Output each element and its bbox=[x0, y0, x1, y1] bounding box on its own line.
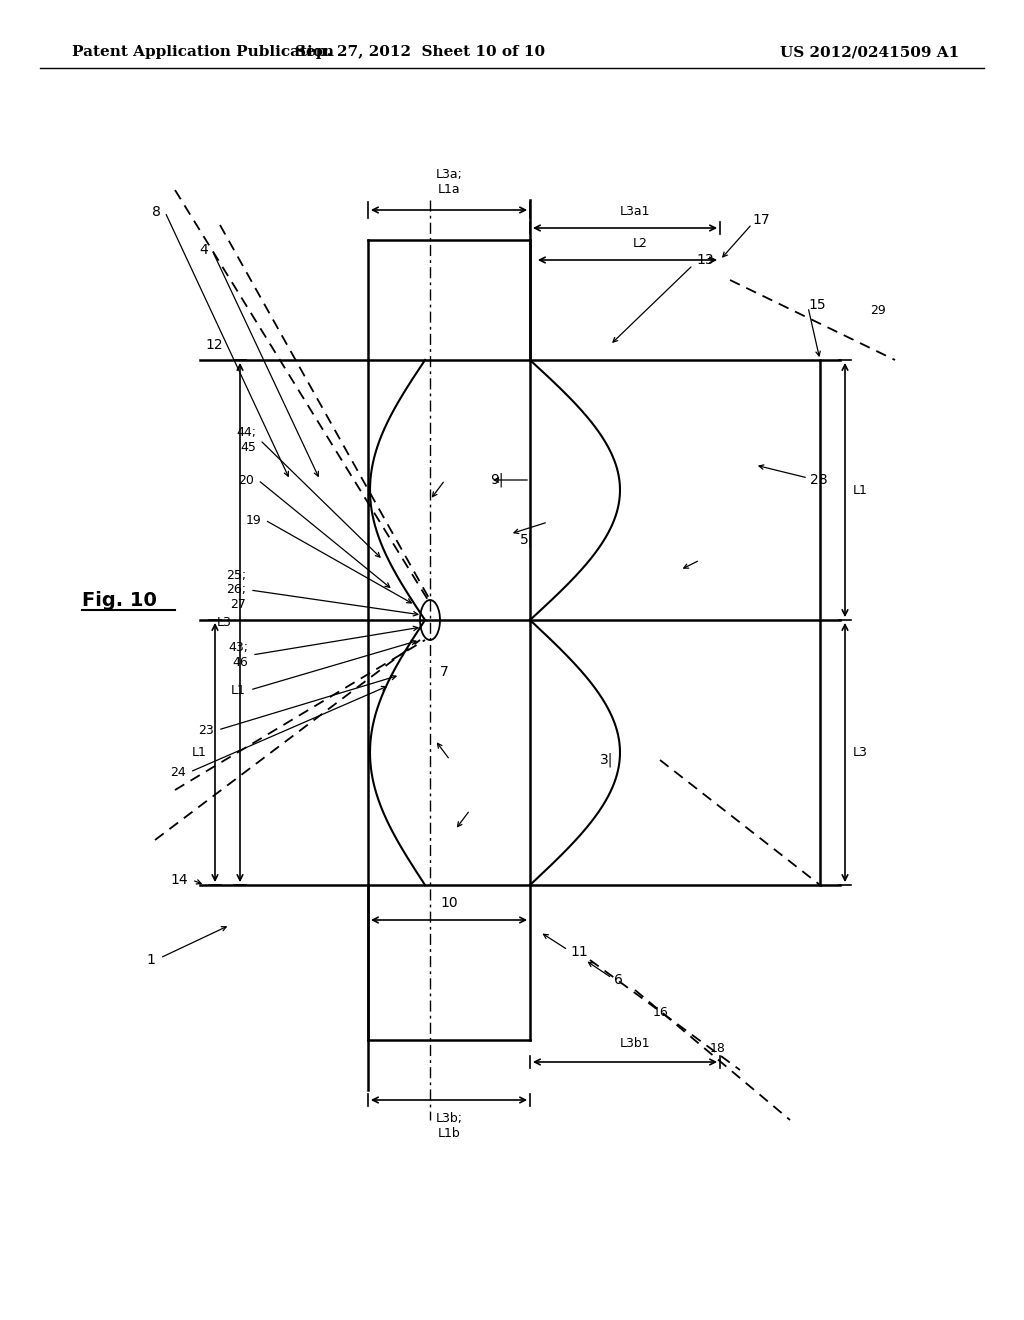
Text: L3: L3 bbox=[217, 616, 232, 630]
Text: 16: 16 bbox=[653, 1006, 669, 1019]
Text: 29: 29 bbox=[870, 304, 886, 317]
Text: 1: 1 bbox=[146, 953, 155, 968]
Text: L3a;
L1a: L3a; L1a bbox=[435, 168, 463, 195]
Text: Sep. 27, 2012  Sheet 10 of 10: Sep. 27, 2012 Sheet 10 of 10 bbox=[295, 45, 545, 59]
Text: 9|: 9| bbox=[490, 473, 504, 487]
Text: 4: 4 bbox=[200, 243, 208, 257]
Text: L1: L1 bbox=[853, 483, 868, 496]
Text: L2: L2 bbox=[633, 238, 647, 249]
Text: L3: L3 bbox=[853, 746, 868, 759]
Text: L1: L1 bbox=[231, 684, 246, 697]
Text: 44;
45: 44; 45 bbox=[236, 426, 256, 454]
Text: 24: 24 bbox=[170, 766, 186, 779]
Text: 8: 8 bbox=[153, 205, 161, 219]
Text: Patent Application Publication: Patent Application Publication bbox=[72, 45, 334, 59]
Text: L3b1: L3b1 bbox=[620, 1038, 650, 1049]
Text: L1: L1 bbox=[193, 746, 207, 759]
Text: 3|: 3| bbox=[600, 752, 613, 767]
Text: US 2012/0241509 A1: US 2012/0241509 A1 bbox=[780, 45, 959, 59]
Text: Fig. 10: Fig. 10 bbox=[82, 590, 157, 610]
Text: 20: 20 bbox=[239, 474, 254, 487]
Text: 7: 7 bbox=[440, 665, 449, 678]
Text: 19: 19 bbox=[246, 513, 261, 527]
Text: 10: 10 bbox=[440, 896, 458, 909]
Text: 25;
26;
27: 25; 26; 27 bbox=[226, 569, 246, 611]
Text: 5|: 5| bbox=[520, 533, 534, 548]
Text: 14: 14 bbox=[170, 873, 188, 887]
Text: 15: 15 bbox=[808, 298, 825, 312]
Text: 28: 28 bbox=[810, 473, 827, 487]
Text: L3a1: L3a1 bbox=[620, 205, 650, 218]
Text: 17: 17 bbox=[752, 213, 770, 227]
Text: 13: 13 bbox=[696, 253, 714, 267]
Text: L3b;
L1b: L3b; L1b bbox=[435, 1111, 463, 1140]
Text: 43;
46: 43; 46 bbox=[228, 642, 248, 669]
Text: 18: 18 bbox=[710, 1041, 726, 1055]
Text: 23: 23 bbox=[199, 723, 214, 737]
Text: 11: 11 bbox=[570, 945, 588, 960]
Text: 6: 6 bbox=[614, 973, 623, 987]
Text: 12: 12 bbox=[205, 338, 222, 352]
